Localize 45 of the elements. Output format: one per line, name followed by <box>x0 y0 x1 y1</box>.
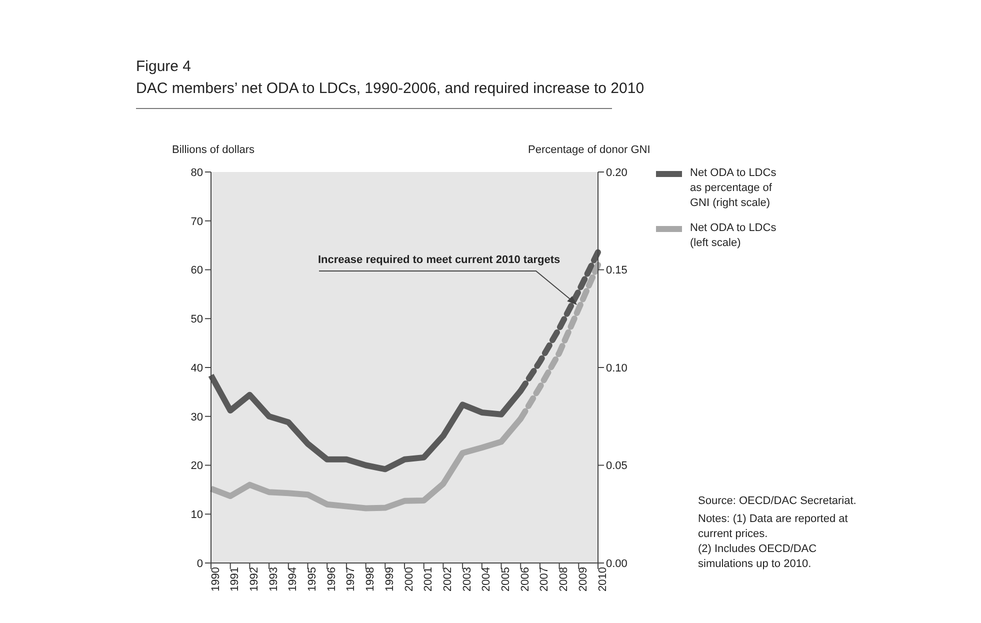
legend-label: Net ODA to LDCs as percentage of GNI (right scale) <box>690 166 778 211</box>
y2-axis-title: Percentage of donor GNI <box>528 144 650 156</box>
x-tick-label: 2007 <box>538 567 551 592</box>
x-tick-label: 1997 <box>345 567 358 592</box>
y2-tick-label: 0.00 <box>606 558 628 570</box>
x-tick-label: 2006 <box>519 567 532 592</box>
y2-tick-label: 0.15 <box>606 264 628 277</box>
x-tick-label: 1991 <box>229 567 242 592</box>
x-tick-label: 1994 <box>287 567 300 592</box>
chart-title: Figure 4 <box>136 58 192 75</box>
x-tick-label: 2001 <box>422 567 435 592</box>
legend-label: Net ODA to LDCs (left scale) <box>690 221 778 251</box>
y-tick-label: 30 <box>190 411 203 424</box>
y-axis-title: Billions of dollars <box>172 144 255 156</box>
x-tick-label: 2005 <box>500 567 512 592</box>
x-tick-label: 2008 <box>558 567 570 592</box>
x-tick-label: 1999 <box>384 567 396 592</box>
text: Notes: (1) Data are reported at current prices. <box>698 512 849 542</box>
x-tick-label: 1993 <box>268 567 280 592</box>
x-tick-label: 2003 <box>461 567 474 592</box>
y-tick-label: 20 <box>190 460 203 472</box>
y2-tick-label: 0.05 <box>606 460 628 472</box>
x-tick-label: 1998 <box>364 567 377 592</box>
y-tick-label: 50 <box>190 314 203 326</box>
annotation: Increase required to meet current 2010 targets <box>318 254 560 266</box>
x-tick-label: 2002 <box>442 567 454 592</box>
y-tick-label: 80 <box>190 166 203 179</box>
x-tick-label: 2004 <box>480 567 493 592</box>
y-tick-label: 70 <box>190 216 203 228</box>
x-tick-label: 1992 <box>248 567 261 592</box>
y-tick-label: 10 <box>190 509 203 522</box>
x-tick-label: 2009 <box>577 567 590 592</box>
y-tick-label: 0 <box>196 558 203 570</box>
x-tick-label: 2010 <box>596 567 609 592</box>
y-tick-label: 60 <box>190 264 203 277</box>
source-note: Source: OECD/DAC Secretariat. <box>698 494 858 509</box>
x-tick-label: 1990 <box>210 567 222 592</box>
y-tick-label: 40 <box>190 362 203 374</box>
x-tick-label: 1996 <box>326 567 338 592</box>
y2-tick-label: 0.20 <box>606 166 628 179</box>
x-tick-label: 1995 <box>306 567 319 592</box>
text: (2) Includes OECD/DAC simulations up to 2010. <box>698 542 818 572</box>
x-tick-label: 2000 <box>403 567 416 592</box>
y2-tick-label: 0.10 <box>606 362 628 374</box>
chart-subtitle: DAC members’ net ODA to LDCs, 1990-2006, and required increase to 2010 <box>136 80 644 97</box>
